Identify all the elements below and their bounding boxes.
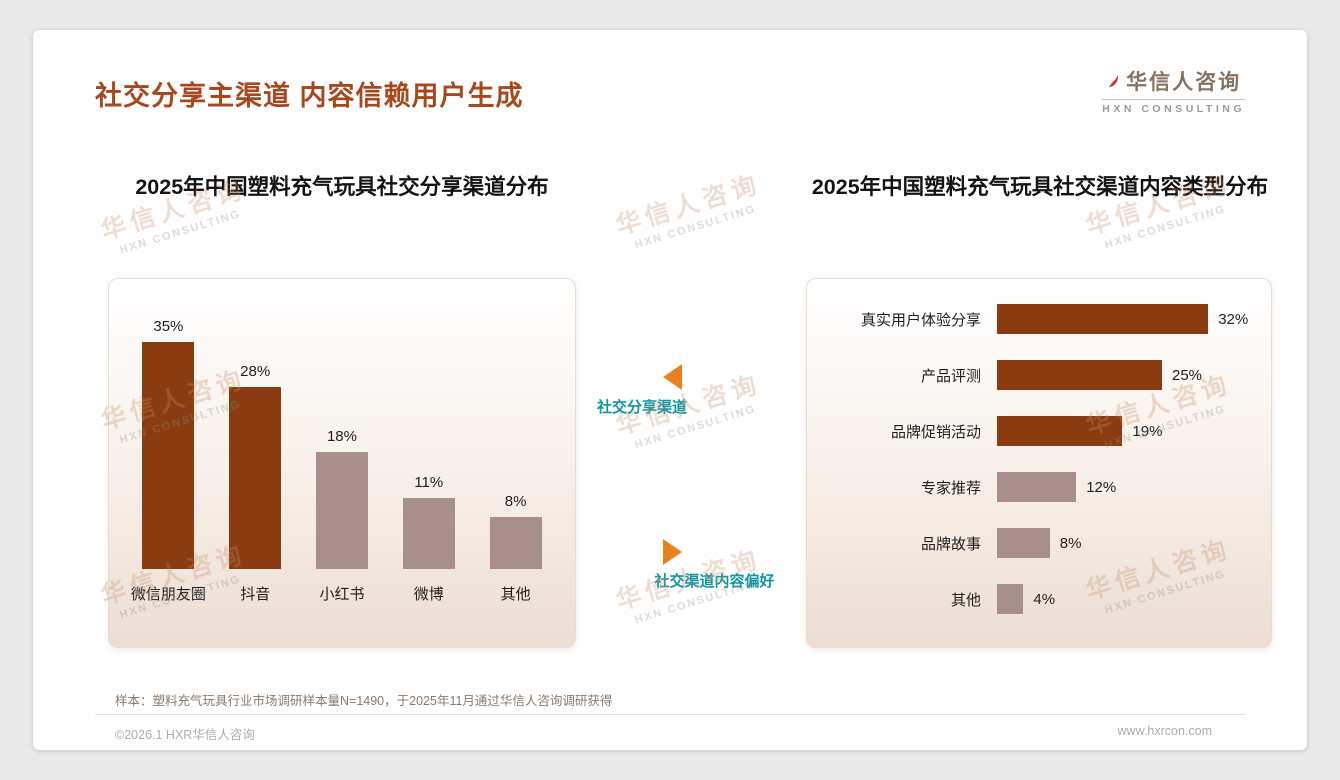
hbar bbox=[997, 584, 1024, 614]
hbar bbox=[997, 304, 1209, 334]
footer: ©2026.1 HXR华信人咨询 www.hxrcon.com bbox=[115, 724, 1212, 743]
brand-logo-top: 华信人咨询 bbox=[1102, 66, 1245, 96]
hbar-value: 4% bbox=[1033, 590, 1056, 608]
annotation-share-channel: 社交分享渠道 bbox=[596, 399, 687, 416]
hbar-category: 其他 bbox=[950, 591, 981, 609]
vbar-value: 11% bbox=[414, 473, 444, 491]
hbar-row: 专家推荐 12% bbox=[821, 459, 1257, 515]
vbar-category: 抖音 bbox=[240, 585, 271, 603]
arrow-left-icon bbox=[663, 364, 682, 390]
vbar-value: 28% bbox=[240, 363, 271, 380]
hbar-row: 真实用户体验分享 32% bbox=[821, 291, 1257, 347]
vbar bbox=[142, 341, 195, 569]
hbar-category: 产品评测 bbox=[920, 367, 981, 385]
annotation-content-preference: 社交渠道内容偏好 bbox=[654, 573, 775, 590]
hbar-category: 品牌促销活动 bbox=[890, 423, 981, 441]
hbar-category: 品牌故事 bbox=[920, 535, 981, 553]
slide-card: 社交分享主渠道 内容信赖用户生成 华信人咨询 HXN CONSULTING 20… bbox=[33, 30, 1307, 750]
hbar-value: 32% bbox=[1218, 310, 1249, 328]
hbar-row: 品牌故事 8% bbox=[821, 515, 1257, 571]
footer-copyright: ©2026.1 HXR华信人咨询 bbox=[115, 728, 255, 742]
vbar-group: 35% 微信朋友圈 bbox=[125, 279, 212, 647]
vbar-category: 其他 bbox=[500, 585, 531, 603]
vbar bbox=[489, 517, 542, 569]
hbar-value: 8% bbox=[1059, 534, 1082, 552]
hbar-category: 专家推荐 bbox=[920, 479, 981, 497]
vbar-category: 微信朋友圈 bbox=[130, 585, 206, 603]
vbar-group: 11% 微博 bbox=[385, 279, 472, 647]
hbar-value: 12% bbox=[1086, 478, 1117, 496]
sample-note: 样本：塑料充气玩具行业市场调研样本量N=1490，于2025年11月通过华信人咨… bbox=[115, 694, 613, 708]
hbar-row: 产品评测 25% bbox=[821, 347, 1257, 403]
watermark-text-en: HXN CONSULTING bbox=[118, 208, 243, 257]
vbar-category: 小红书 bbox=[319, 585, 365, 603]
hbar-row: 品牌促销活动 19% bbox=[821, 403, 1257, 459]
vbar bbox=[315, 452, 368, 569]
vbar bbox=[402, 497, 455, 569]
brand-name-cn: 华信人咨询 bbox=[1126, 71, 1242, 94]
watermark-text-cn: 华信人咨询 bbox=[612, 169, 765, 241]
brand-name-en: HXN CONSULTING bbox=[1102, 99, 1245, 115]
brand-flame-icon bbox=[1106, 73, 1121, 90]
vbar-category: 微博 bbox=[413, 585, 444, 603]
right-chart-title: 2025年中国塑料充气玩具社交渠道内容类型分布 bbox=[811, 175, 1269, 199]
vbar-value: 8% bbox=[504, 493, 527, 510]
horizontal-bar-chart: 真实用户体验分享 32% 产品评测 25% 品牌促销活动 19% 专家推荐 12% 品牌故事 8%… bbox=[806, 278, 1272, 648]
vbar-group: 18% 小红书 bbox=[299, 279, 386, 647]
vertical-bar-chart: 35% 微信朋友圈 28% 抖音 18% 小红书 11% 微博 8% 其他 bbox=[108, 278, 576, 648]
hbar bbox=[997, 528, 1050, 558]
vbar-value: 35% bbox=[153, 317, 184, 335]
page-title: 社交分享主渠道 内容信赖用户生成 bbox=[95, 81, 524, 111]
vbar-value: 18% bbox=[326, 428, 357, 445]
watermark-text-en: HXN CONSULTING bbox=[1103, 203, 1228, 252]
footer-divider bbox=[95, 714, 1245, 715]
hbar-value: 19% bbox=[1132, 422, 1163, 440]
hbar-category: 真实用户体验分享 bbox=[860, 311, 981, 329]
hbar-row: 其他 4% bbox=[821, 571, 1257, 627]
left-chart-title: 2025年中国塑料充气玩具社交分享渠道分布 bbox=[135, 175, 549, 199]
hbar bbox=[997, 472, 1077, 502]
arrow-right-icon bbox=[663, 539, 682, 565]
watermark: 华信人咨询 HXN CONSULTING bbox=[611, 164, 769, 255]
brand-logo: 华信人咨询 HXN CONSULTING bbox=[1102, 66, 1245, 115]
footer-website: www.hxrcon.com bbox=[1117, 724, 1212, 738]
vbar-group: 28% 抖音 bbox=[212, 279, 299, 647]
hbar bbox=[997, 360, 1162, 390]
hbar-value: 25% bbox=[1172, 366, 1203, 384]
hbar bbox=[997, 416, 1123, 446]
vbar-group: 8% 其他 bbox=[472, 279, 559, 647]
watermark-text-en: HXN CONSULTING bbox=[633, 203, 758, 252]
vbar bbox=[229, 387, 282, 569]
